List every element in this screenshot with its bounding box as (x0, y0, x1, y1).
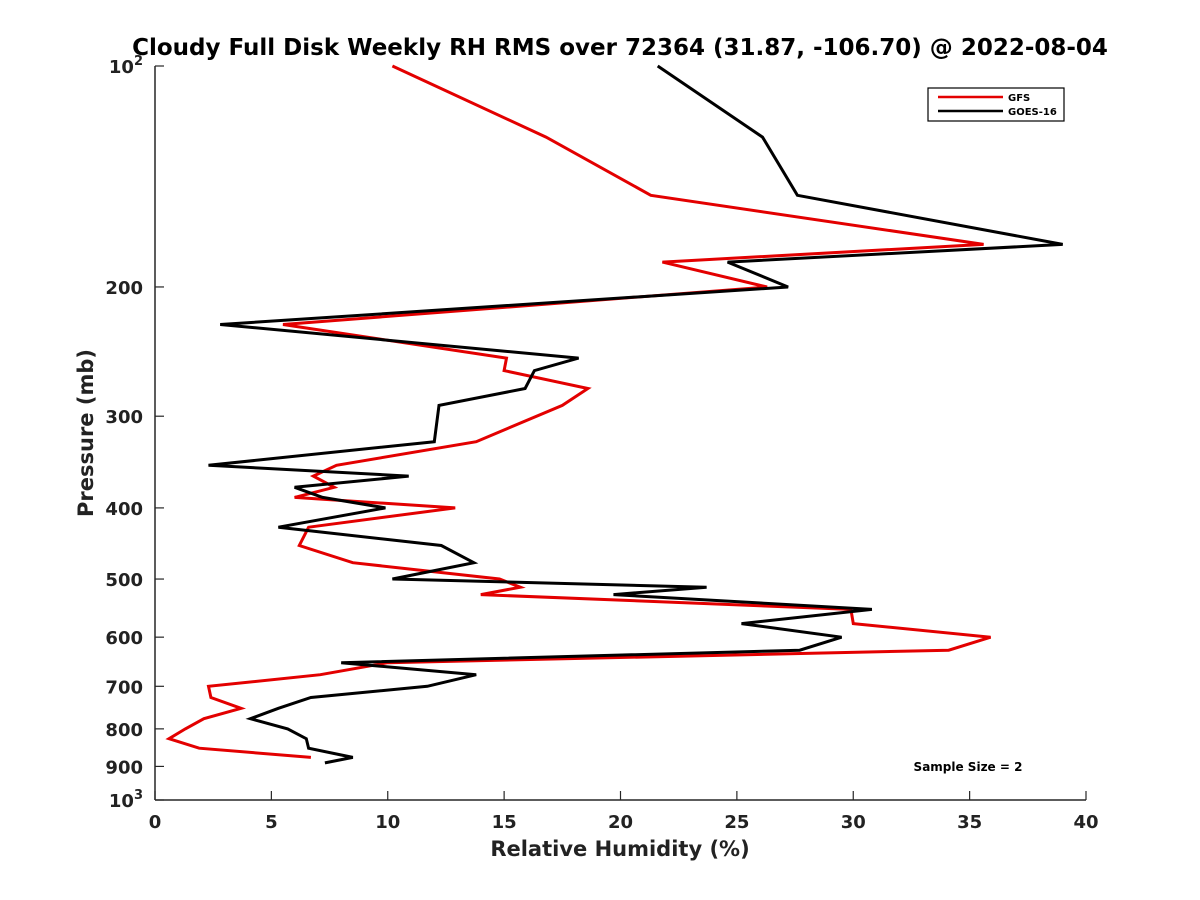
y-tick-label-9: 103 (109, 788, 143, 812)
x-tick-label-8: 40 (1073, 812, 1098, 833)
legend: GFS GOES-16 (927, 87, 1065, 122)
legend-label-gfs: GFS (1008, 93, 1030, 104)
x-tick-label-2: 10 (375, 812, 400, 833)
y-tick-label-7: 800 (105, 720, 143, 741)
y-tick-label-2: 300 (105, 407, 143, 428)
chart-title: Cloudy Full Disk Weekly RH RMS over 7236… (132, 35, 1108, 61)
y-tick-label-0: 102 (109, 54, 143, 78)
legend-label-goes16: GOES-16 (1008, 107, 1057, 118)
x-tick-label-7: 35 (957, 812, 982, 833)
x-tick-label-0: 0 (149, 812, 162, 833)
x-tick-label-5: 25 (724, 812, 749, 833)
series-layer (165, 64, 1063, 765)
x-tick-label-4: 20 (608, 812, 633, 833)
y-tick-label-1: 200 (105, 278, 143, 299)
legend-box (927, 87, 1065, 122)
x-axis-label: Relative Humidity (%) (490, 837, 749, 861)
y-axis-label: Pressure (mb) (74, 349, 98, 517)
series-line-goes-16 (208, 64, 1063, 765)
y-tick-label-8: 900 (105, 757, 143, 778)
y-tick-label-6: 700 (105, 677, 143, 698)
y-tick-label-3: 400 (105, 499, 143, 520)
y-ticks: 102 200 300 400 500 600 700 800 900 103 (105, 54, 164, 812)
x-tick-label-3: 15 (492, 812, 517, 833)
x-ticks: 0 5 10 15 20 25 30 35 40 (149, 791, 1099, 833)
series-line-gfs (165, 64, 992, 759)
y-tick-label-4: 500 (105, 570, 143, 591)
y-tick-label-5: 600 (105, 628, 143, 649)
sample-size-annotation: Sample Size = 2 (914, 760, 1023, 774)
x-tick-label-6: 30 (841, 812, 866, 833)
x-tick-label-1: 5 (265, 812, 278, 833)
